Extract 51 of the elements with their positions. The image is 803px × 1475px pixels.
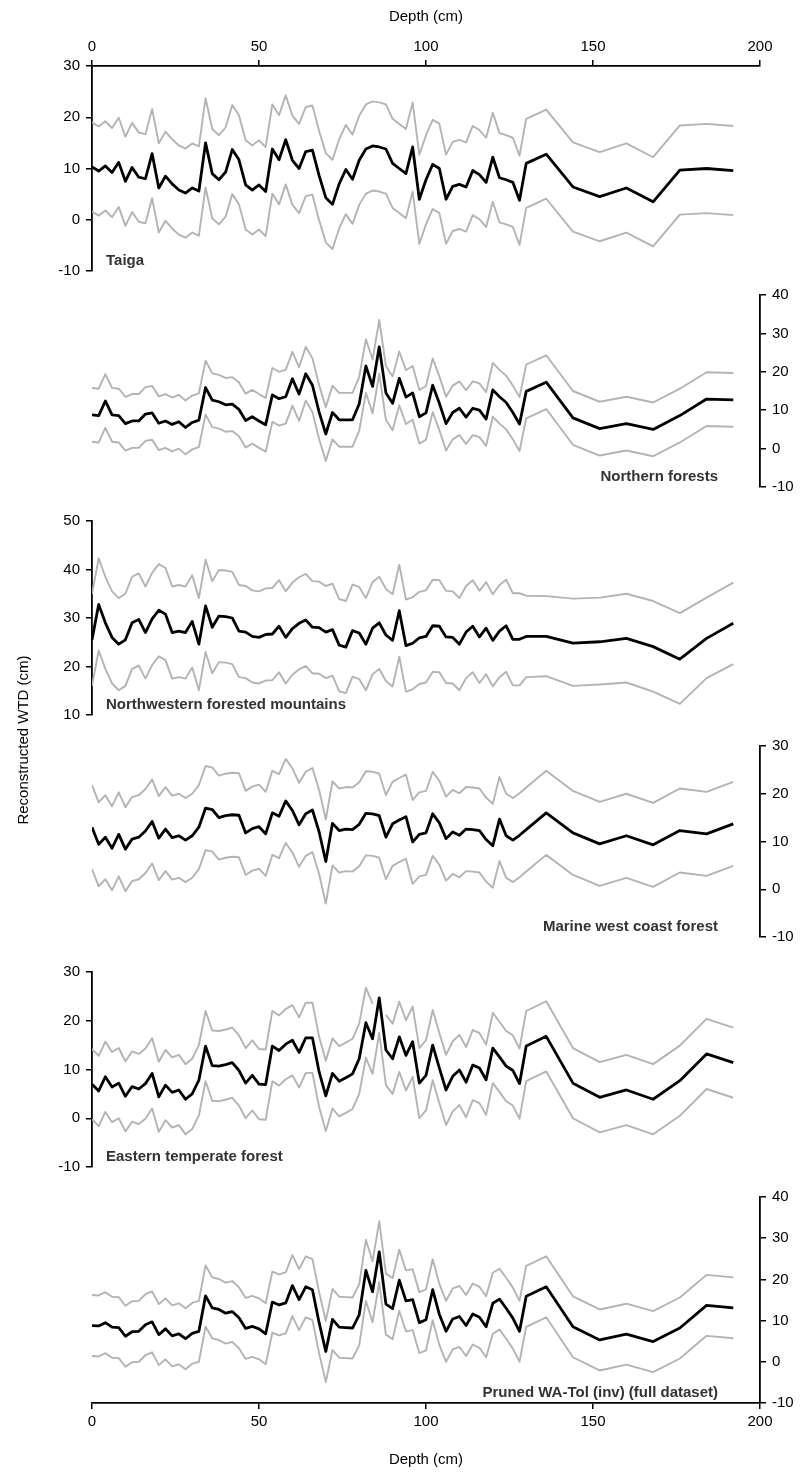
y-axis-title: Reconstructed WTD (cm) bbox=[13, 655, 31, 825]
y-tick-label: 20 bbox=[63, 107, 80, 125]
annotation: Northwestern forested mountains bbox=[106, 695, 347, 712]
annotation: Northern forests bbox=[600, 467, 718, 484]
x-tick-label: 50 bbox=[250, 1412, 268, 1430]
x-tick-label: 0 bbox=[87, 37, 97, 55]
y2-tick-label: 40 bbox=[772, 285, 789, 303]
annotation: Taiga bbox=[106, 251, 145, 268]
y-tick-label: 50 bbox=[63, 511, 80, 529]
y2-tick-label: 20 bbox=[772, 783, 789, 801]
x-tick-label: 0 bbox=[87, 1412, 97, 1430]
y2-tick-label: -10 bbox=[772, 477, 794, 495]
y-tick-label: 30 bbox=[63, 56, 80, 74]
y2-tick-label: 20 bbox=[772, 361, 789, 379]
y-tick-label: -10 bbox=[58, 261, 80, 279]
y2-tick-label: 0 bbox=[772, 879, 781, 897]
x-tick-label: 50 bbox=[250, 37, 268, 55]
y-tick-label: 0 bbox=[71, 209, 80, 227]
x-tick-label: 100 bbox=[413, 1412, 439, 1430]
y-tick-label: 40 bbox=[63, 559, 80, 577]
y2-tick-label: 10 bbox=[772, 400, 789, 418]
y2-tick-label: 0 bbox=[772, 438, 781, 456]
y-tick-label: 10 bbox=[63, 158, 80, 176]
y-tick-label: 0 bbox=[71, 1108, 80, 1126]
y2-tick-label: 30 bbox=[772, 323, 789, 341]
y-tick-label: -10 bbox=[58, 1157, 80, 1175]
y2-tick-label: 30 bbox=[772, 1228, 789, 1246]
y2-tick-label: 30 bbox=[772, 736, 789, 754]
y-tick-label: 10 bbox=[63, 1059, 80, 1077]
x-axis-title: Depth (cm) bbox=[388, 7, 464, 25]
y2-tick-label: 20 bbox=[772, 1269, 789, 1287]
x-tick-label: 200 bbox=[747, 37, 773, 55]
y2-tick-label: -10 bbox=[772, 1393, 794, 1411]
y2-tick-label: 10 bbox=[772, 1310, 789, 1328]
x-tick-label: 200 bbox=[747, 1412, 773, 1430]
annotation: Eastern temperate forest bbox=[106, 1147, 283, 1164]
y-tick-label: 10 bbox=[63, 705, 80, 723]
y-tick-label: 30 bbox=[63, 608, 80, 626]
x-axis-title: Depth (cm) bbox=[388, 1450, 464, 1468]
y2-tick-label: 40 bbox=[772, 1187, 789, 1205]
x-tick-label: 150 bbox=[580, 37, 606, 55]
y-tick-label: 30 bbox=[63, 962, 80, 980]
annotation: Pruned WA-Tol (inv) (full dataset) bbox=[482, 1383, 718, 1400]
x-tick-label: 150 bbox=[580, 1412, 606, 1430]
y-tick-label: 20 bbox=[63, 1010, 80, 1028]
y-tick-label: 20 bbox=[63, 656, 80, 674]
x-tick-label: 100 bbox=[413, 37, 439, 55]
annotation: Marine west coast forest bbox=[542, 917, 718, 934]
y2-tick-label: -10 bbox=[772, 927, 794, 945]
y2-tick-label: 10 bbox=[772, 831, 789, 849]
y2-tick-label: 0 bbox=[772, 1351, 781, 1369]
